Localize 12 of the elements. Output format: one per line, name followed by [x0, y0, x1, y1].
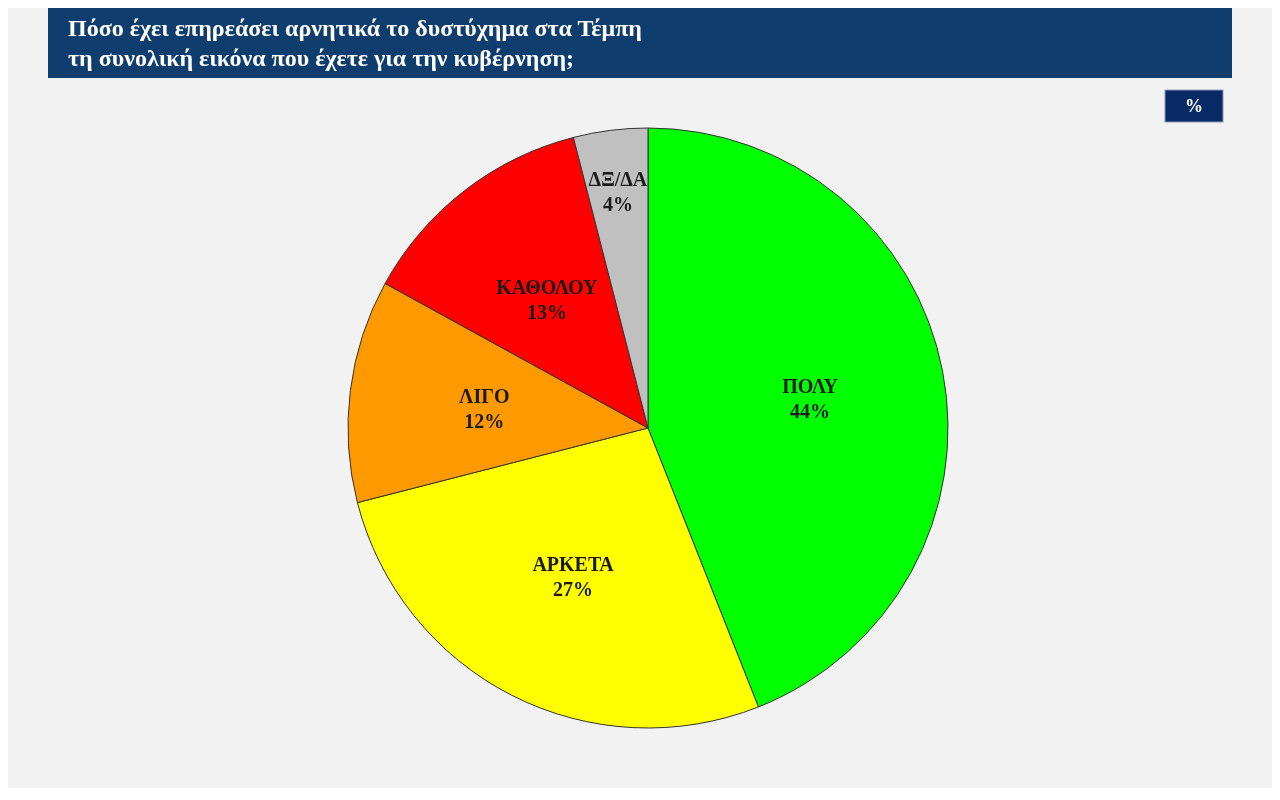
slice-label: ΛΙΓΟ: [459, 385, 510, 408]
text: %: [1185, 96, 1203, 116]
slice-label: ΔΞ/ΔΑ: [588, 167, 648, 190]
slice-label: ΠΟΛΥ: [782, 375, 839, 398]
slice-label: ΑΡΚΕΤΑ: [532, 553, 615, 576]
data-label: 44%: [790, 400, 831, 423]
slice-label: ΚΑΘΟΛΟΥ: [496, 275, 598, 298]
chart-title: Πόσο έχει επηρεάσει αρνητικά το δυστύχημα στα Τέμπη τη συνολική εικόνα που έχετε για την κυβέρνηση;: [68, 15, 642, 71]
data-label: 12%: [464, 410, 505, 433]
data-label: 27%: [553, 578, 594, 601]
data-label: 4%: [602, 192, 633, 215]
data-label: 13%: [526, 300, 567, 323]
